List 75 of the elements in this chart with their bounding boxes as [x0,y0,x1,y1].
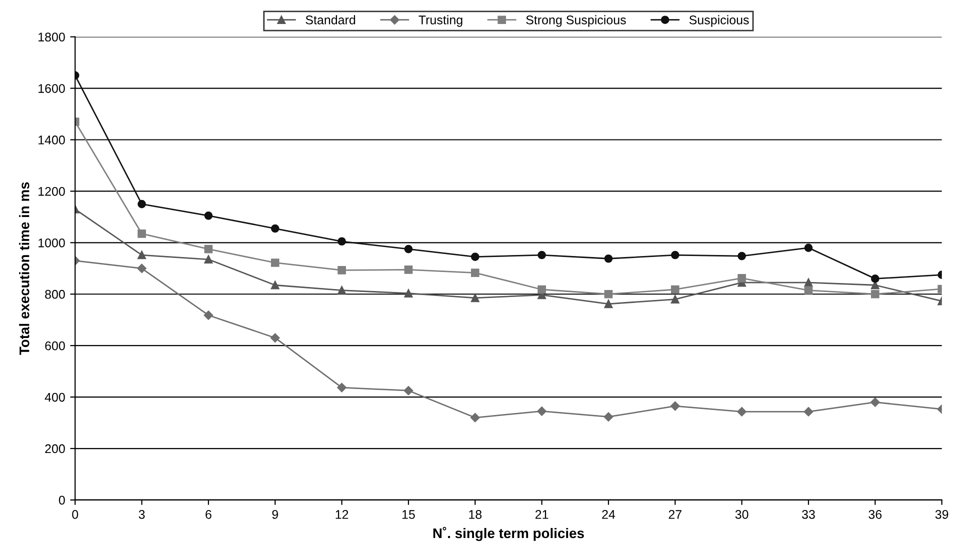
point [804,286,813,294]
y-tick-label: 400 [44,392,65,402]
point [670,285,680,294]
point [670,401,680,411]
point [270,280,280,290]
x-tick-label: 15 [402,510,415,519]
point [870,290,880,298]
x-tick-label: 6 [206,510,212,519]
x-tick-label: 24 [602,510,616,519]
legend-label: Suspicious [689,15,749,27]
point [804,407,814,416]
point [404,289,413,298]
point [470,413,480,422]
y-tick-label: 0 [58,496,65,505]
point [270,258,280,267]
point [670,295,680,304]
point [204,310,214,320]
point [270,333,280,342]
point [338,266,346,274]
x-tick-label: 27 [668,510,682,519]
y-tick-label: 1400 [38,136,65,144]
y-tick-label: 1200 [38,187,65,196]
x-tick-label: 39 [935,510,948,519]
point [470,268,480,277]
point [337,382,346,392]
point [404,244,413,254]
x-tick-label: 18 [469,510,482,519]
point [538,285,546,294]
y-tick-label: 600 [45,341,65,350]
point [137,264,146,274]
x-tick-label: 9 [272,510,278,519]
point [138,229,146,238]
point [604,254,613,263]
x-tick-label: 21 [535,510,548,519]
point [870,274,880,283]
point [538,250,546,260]
point [604,300,613,308]
y-tick-label: 800 [45,290,65,299]
point [204,244,213,254]
y-tick-label: 1800 [38,32,65,42]
point [338,237,346,246]
x-tick-label: 33 [802,510,815,519]
point [204,255,213,264]
x-tick-label: 36 [868,510,882,519]
x-tick-label: 12 [336,510,348,519]
point [404,386,414,396]
x-tick-label: 3 [138,510,145,519]
y-axis-title: Total execution time in ms [19,182,30,355]
point [338,286,346,294]
point [138,250,146,260]
y-tick-label: 1000 [38,238,65,248]
point [470,294,480,302]
point [737,407,746,416]
x-tick-label: 30 [735,510,748,519]
y-tick-label: 200 [45,444,65,454]
point [138,200,146,208]
point [404,266,413,274]
y-tick-label: 1600 [38,84,65,93]
x-tick-label: 0 [72,510,78,519]
legend-label: Trusting [418,15,462,27]
legend-label: Strong Suspicious [526,15,626,27]
point [670,250,680,260]
point [870,398,880,407]
legend-label: Standard [306,15,356,24]
x-axis-title: N˚. single term policies [433,526,584,541]
point [604,290,613,298]
point [804,278,813,287]
point [270,224,280,233]
point [604,412,614,422]
point [537,406,546,416]
point [470,252,480,261]
point [804,244,813,252]
point [738,252,746,260]
point [204,211,213,220]
point [738,274,746,282]
